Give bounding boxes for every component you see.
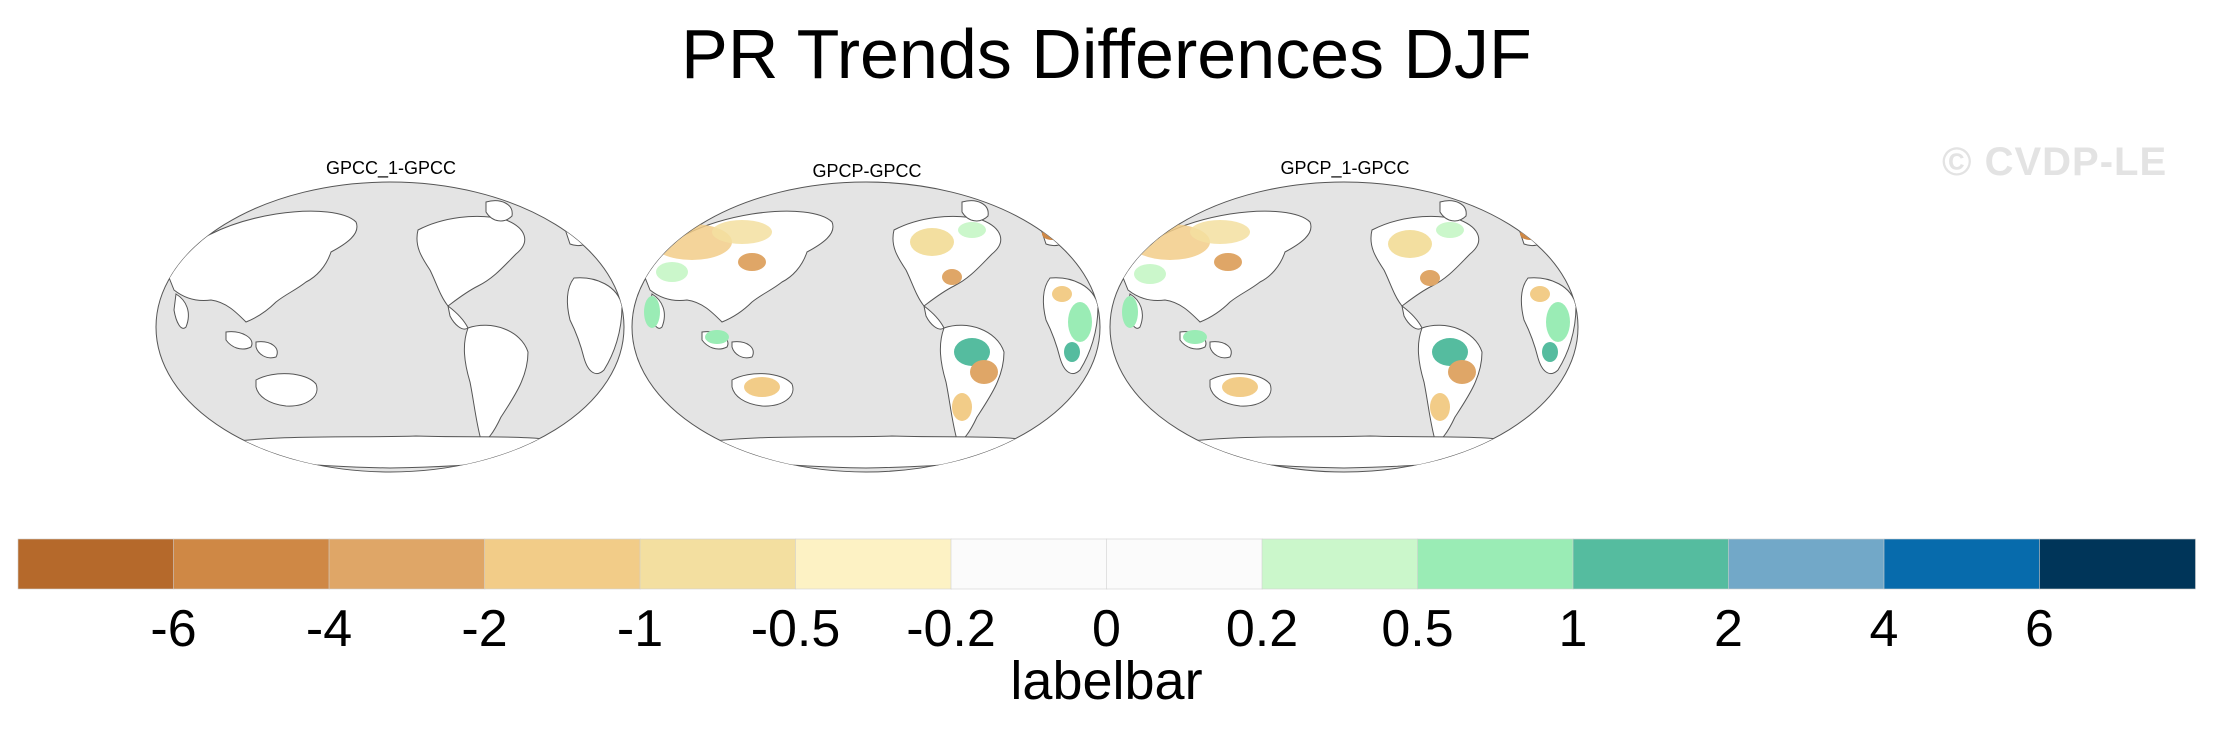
colorbar-box (1883, 538, 2041, 590)
colorbar-tick-label: -4 (306, 600, 352, 658)
map-ocean-1 (155, 181, 625, 473)
colorbar-ticks: -6 -4 -2 -1 -0.5 -0.2 0 0.2 0.5 1 2 4 6 (150, 600, 2054, 658)
colorbar-tick-label: 6 (2025, 600, 2054, 658)
colorbar-box (1106, 538, 1263, 590)
colorbar-tick-label: 1 (1559, 600, 1588, 658)
colorbar-tick-label: -0.5 (751, 600, 841, 658)
colorbar-tick-label: 0.5 (1381, 600, 1453, 658)
colorbar-box (1572, 538, 1730, 590)
colorbar-box (1417, 538, 1574, 590)
colorbar-box (17, 538, 175, 590)
colorbar-box (484, 538, 641, 590)
land-field-2 (641, 200, 1099, 469)
colorbar-tick-label: 4 (1870, 600, 1899, 658)
colorbar-label: labelbar (1010, 651, 1203, 711)
colorbar-tick-label: -2 (461, 600, 507, 658)
panel-title-1: GPCC_1-GPCC (325, 158, 457, 178)
chart-title: PR Trends Differences DJF (681, 15, 1532, 93)
panel-title-2: GPCP-GPCC (812, 161, 922, 181)
colorbar-box (2039, 538, 2196, 590)
colorbar-tick-label: 2 (1714, 600, 1743, 658)
colorbar-box (639, 538, 797, 590)
colorbar-box (795, 538, 952, 590)
colorbar-box (1728, 538, 1885, 590)
map-panel-3 (1109, 181, 1579, 473)
colorbar-box (950, 538, 1108, 590)
colorbar-box (173, 538, 330, 590)
colorbar (17, 538, 2196, 590)
watermark: © CVDP-LE (1942, 140, 2168, 184)
colorbar-box (328, 538, 486, 590)
panel-title-3: GPCP_1-GPCC (1280, 158, 1410, 178)
map-panel-1 (155, 181, 625, 473)
colorbar-tick-label: 0.2 (1226, 600, 1298, 658)
colorbar-tick-label: -1 (617, 600, 663, 658)
colorbar-tick-label: -0.2 (906, 600, 996, 658)
map-panel-2 (631, 181, 1101, 473)
colorbar-tick-label: -6 (150, 600, 196, 658)
colorbar-tick-label: 0 (1092, 600, 1121, 658)
colorbar-box (1261, 538, 1419, 590)
